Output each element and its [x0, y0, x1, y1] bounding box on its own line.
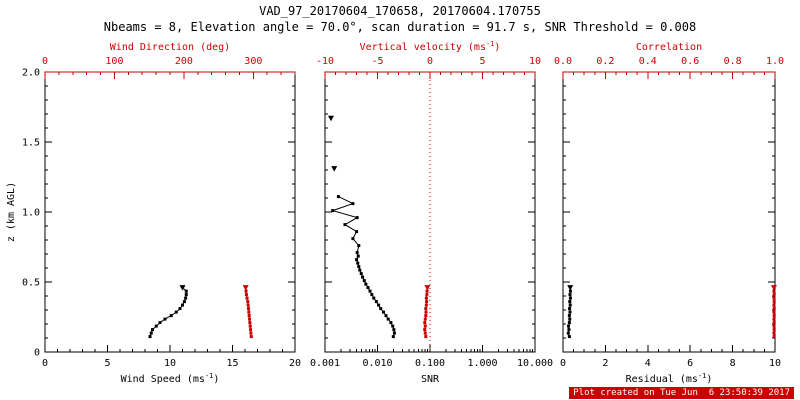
svg-text:15: 15 [226, 358, 238, 369]
series-wind_direction [242, 285, 253, 339]
svg-text:1.0: 1.0 [22, 208, 40, 219]
y-axis-label: z (km AGL) [6, 182, 17, 242]
svg-text:10: 10 [769, 358, 781, 369]
svg-text:0: 0 [42, 358, 48, 369]
svg-text:Correlation: Correlation [636, 42, 702, 53]
svg-text:0.2: 0.2 [596, 56, 614, 67]
timestamp-badge: Plot created on Tue Jun 6 23:50:39 2017 [569, 387, 794, 399]
svg-text:10.000: 10.000 [517, 358, 553, 369]
svg-text:5: 5 [479, 56, 485, 67]
plot-subtitle: Nbeams = 8, Elevation angle = 70.0°, sca… [103, 20, 697, 34]
svg-text:20: 20 [289, 358, 301, 369]
svg-text:Wind Direction (deg): Wind Direction (deg) [110, 42, 230, 53]
svg-text:0.4: 0.4 [639, 56, 657, 67]
svg-text:300: 300 [244, 56, 262, 67]
svg-text:Wind Speed (ms-1): Wind Speed (ms-1) [121, 372, 220, 385]
svg-text:0: 0 [42, 56, 48, 67]
chart-panel-0: 0 0.5 1.0 1.5 2.0 z (km AGL) 0 5 10 15 20 Wind Spee… [6, 42, 301, 385]
svg-text:4: 4 [645, 358, 651, 369]
plot-title: VAD_97_20170604_170658, 20170604.170755 [259, 4, 541, 18]
svg-text:6: 6 [687, 358, 693, 369]
svg-text:0.010: 0.010 [362, 358, 392, 369]
svg-text:0.8: 0.8 [724, 56, 742, 67]
svg-text:5: 5 [104, 358, 110, 369]
svg-text:0: 0 [34, 348, 40, 359]
svg-text:8: 8 [730, 358, 736, 369]
svg-text:1.0: 1.0 [766, 56, 784, 67]
series-correlation [770, 285, 777, 339]
svg-text:0.001: 0.001 [310, 358, 340, 369]
series-snr_isolated [327, 115, 338, 172]
svg-text:10: 10 [164, 358, 176, 369]
svg-text:100: 100 [105, 56, 123, 67]
svg-text:1.5: 1.5 [22, 138, 40, 149]
svg-text:-10: -10 [316, 56, 334, 67]
svg-text:0.5: 0.5 [22, 278, 40, 289]
svg-text:1.000: 1.000 [467, 358, 497, 369]
chart-panel-1: 0.001 0.010 0.100 1.000 10.000 SNR -10 -5 0 5 10 Ve… [310, 40, 553, 385]
svg-text:2: 2 [602, 358, 608, 369]
svg-text:Vertical velocity (ms-1): Vertical velocity (ms-1) [360, 40, 501, 53]
svg-text:0: 0 [427, 56, 433, 67]
svg-text:SNR: SNR [421, 374, 440, 385]
series-vertical_velocity [423, 285, 431, 339]
svg-text:2.0: 2.0 [22, 68, 40, 79]
svg-text:0: 0 [560, 358, 566, 369]
series-snr [331, 195, 396, 339]
svg-text:0.6: 0.6 [681, 56, 699, 67]
svg-text:200: 200 [175, 56, 193, 67]
svg-text:0.0: 0.0 [554, 56, 572, 67]
series-wind_speed [148, 285, 188, 339]
svg-text:0.100: 0.100 [415, 358, 445, 369]
svg-text:-5: -5 [371, 56, 383, 67]
series-residual [566, 285, 574, 339]
svg-text:Residual (ms-1): Residual (ms-1) [626, 372, 713, 385]
svg-text:10: 10 [529, 56, 541, 67]
chart-panel-2: 0 2 4 6 8 10 Residual (ms-1) 0.0 0.2 0.4 0.6 0.8 1.0… [554, 42, 784, 385]
